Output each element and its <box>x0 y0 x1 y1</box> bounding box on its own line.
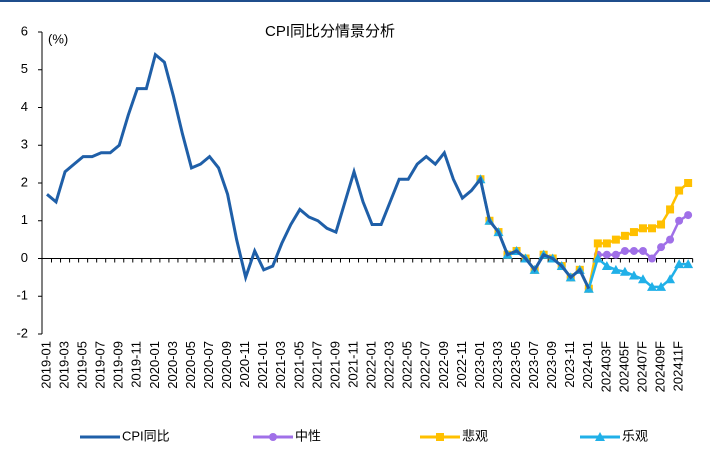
point <box>674 259 685 269</box>
point <box>675 186 684 195</box>
x-tick-label: 2021-07 <box>309 341 324 389</box>
point <box>436 433 444 441</box>
series-line <box>479 178 689 293</box>
y-tick-label: 0 <box>21 250 28 265</box>
x-tick-label: 2023-05 <box>508 341 523 389</box>
x-tick-label: 2023-01 <box>472 341 487 389</box>
chart-title: CPI同比分情景分析 <box>265 23 395 40</box>
point <box>629 246 638 255</box>
x-tick-label: 2020-07 <box>201 341 216 389</box>
x-tick-label: 2022-05 <box>400 341 415 389</box>
point <box>648 254 657 263</box>
point <box>611 250 620 259</box>
point <box>611 235 620 244</box>
point <box>657 220 666 229</box>
x-tick-label: 2020-01 <box>147 341 162 389</box>
point <box>675 216 684 225</box>
x-tick-label: 202403F <box>598 341 613 392</box>
x-tick-label: 2022-01 <box>364 341 379 389</box>
point <box>601 261 612 271</box>
point <box>648 224 657 233</box>
x-tick-label: 2019-11 <box>129 341 144 388</box>
y-tick-label: 1 <box>21 212 28 227</box>
x-tick-label: 202409F <box>652 341 667 392</box>
x-tick-label: 2019-03 <box>56 341 71 389</box>
y-unit-label: (%) <box>48 31 68 46</box>
legend-label: CPI同比 <box>122 428 170 443</box>
legend-item: 悲观 <box>420 428 488 443</box>
x-tick-label: 2020-11 <box>237 341 252 388</box>
point <box>628 270 639 280</box>
legend-item: 乐观 <box>580 428 648 443</box>
x-tick-label: 2020-05 <box>183 341 198 389</box>
x-tick-label: 2020-03 <box>165 341 180 389</box>
point <box>657 243 666 252</box>
point <box>666 205 675 214</box>
point <box>647 281 658 291</box>
x-tick-label: 2021-05 <box>291 341 306 389</box>
x-tick-label: 2021-01 <box>255 341 270 389</box>
y-tick-label: 3 <box>21 137 28 152</box>
point <box>629 228 638 237</box>
series-line <box>46 51 591 290</box>
legend-item: 中性 <box>253 428 321 443</box>
legend-label: 悲观 <box>462 428 488 443</box>
point <box>638 224 647 233</box>
x-tick-label: 2019-05 <box>75 341 90 389</box>
x-tick-label: 2019-07 <box>93 341 108 389</box>
x-tick-label: 2019-01 <box>38 341 53 389</box>
x-tick-label: 202411F <box>671 341 686 391</box>
x-tick-label: 2024-01 <box>580 341 595 389</box>
point <box>684 179 693 187</box>
x-tick-label: 2020-09 <box>219 341 234 389</box>
point <box>269 433 277 441</box>
point <box>666 235 675 244</box>
series-line <box>479 178 689 293</box>
point <box>620 231 629 240</box>
x-tick-label: 2023-07 <box>526 341 541 389</box>
x-tick-label: 2023-03 <box>490 341 505 389</box>
x-tick-label: 202407F <box>634 341 649 392</box>
point <box>592 253 603 263</box>
x-tick-label: 2021-11 <box>345 341 360 388</box>
x-tick-label: 2023-09 <box>544 341 559 389</box>
point <box>665 274 676 284</box>
legend-item: CPI同比 <box>80 428 170 443</box>
x-tick-label: 2019-09 <box>111 341 126 389</box>
point <box>620 246 629 255</box>
point <box>638 246 647 255</box>
point <box>619 266 630 276</box>
y-tick-label: 6 <box>21 23 28 38</box>
point <box>602 239 611 248</box>
y-tick-label: 2 <box>21 174 28 189</box>
y-tick-label: 5 <box>21 61 28 76</box>
x-tick-label: 202405F <box>616 341 631 392</box>
point <box>683 259 694 269</box>
x-tick-label: 2022-09 <box>436 341 451 389</box>
point <box>610 264 621 274</box>
x-tick-label: 2022-07 <box>418 341 433 389</box>
point <box>595 432 605 441</box>
x-tick-label: 2021-03 <box>273 341 288 389</box>
y-tick-label: -1 <box>16 288 28 303</box>
x-tick-label: 2022-11 <box>454 341 469 388</box>
y-tick-label: 4 <box>21 99 28 114</box>
point <box>637 274 648 284</box>
legend-label: 乐观 <box>622 428 648 443</box>
point <box>602 250 611 259</box>
legend-label: 中性 <box>295 428 321 443</box>
x-tick-label: 2023-11 <box>562 341 577 388</box>
x-tick-label: 2022-03 <box>382 341 397 389</box>
point <box>593 239 602 248</box>
y-tick-label: -2 <box>16 325 28 340</box>
point <box>656 281 667 291</box>
x-tick-label: 2021-09 <box>327 341 342 389</box>
point <box>684 211 693 220</box>
series-line <box>479 178 689 293</box>
